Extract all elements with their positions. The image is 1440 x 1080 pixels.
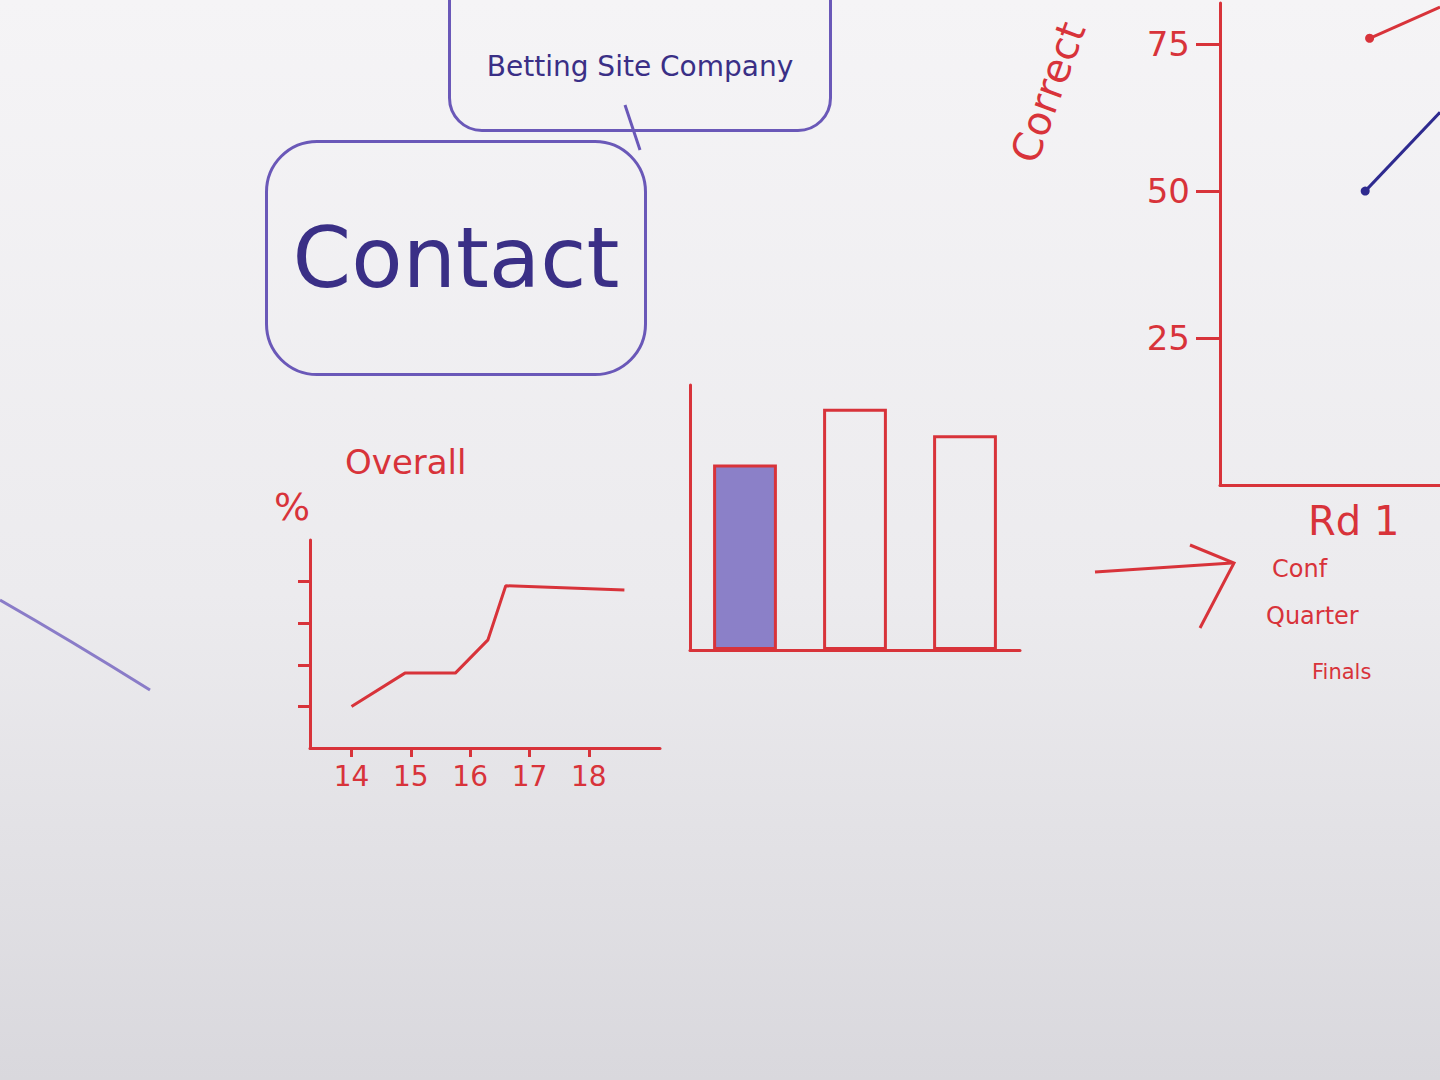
html-text:Contact: Contact xyxy=(292,209,620,307)
html-text:Quarter: Quarter xyxy=(1266,602,1359,630)
svg-text:16: 16 xyxy=(452,760,488,793)
svg-text:17: 17 xyxy=(512,760,548,793)
svg-text:Correct: Correct xyxy=(1001,16,1094,169)
svg-text:15: 15 xyxy=(393,760,429,793)
svg-text:50: 50 xyxy=(1147,171,1190,211)
svg-text:25: 25 xyxy=(1147,318,1190,358)
html-text:Betting Site Company: Betting Site Company xyxy=(486,49,794,83)
svg-text:18: 18 xyxy=(571,760,607,793)
svg-text:Overall: Overall xyxy=(345,442,467,482)
svg-text:%: % xyxy=(274,485,310,529)
html-text:Rd 1: Rd 1 xyxy=(1308,498,1400,544)
html-text:Finals: Finals xyxy=(1312,660,1372,684)
svg-text:75: 75 xyxy=(1147,24,1190,64)
html-text:Conf: Conf xyxy=(1272,555,1328,583)
svg-text:14: 14 xyxy=(334,760,370,793)
